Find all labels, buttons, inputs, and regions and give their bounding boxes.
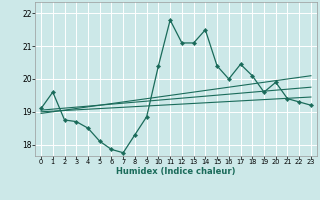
- X-axis label: Humidex (Indice chaleur): Humidex (Indice chaleur): [116, 167, 236, 176]
